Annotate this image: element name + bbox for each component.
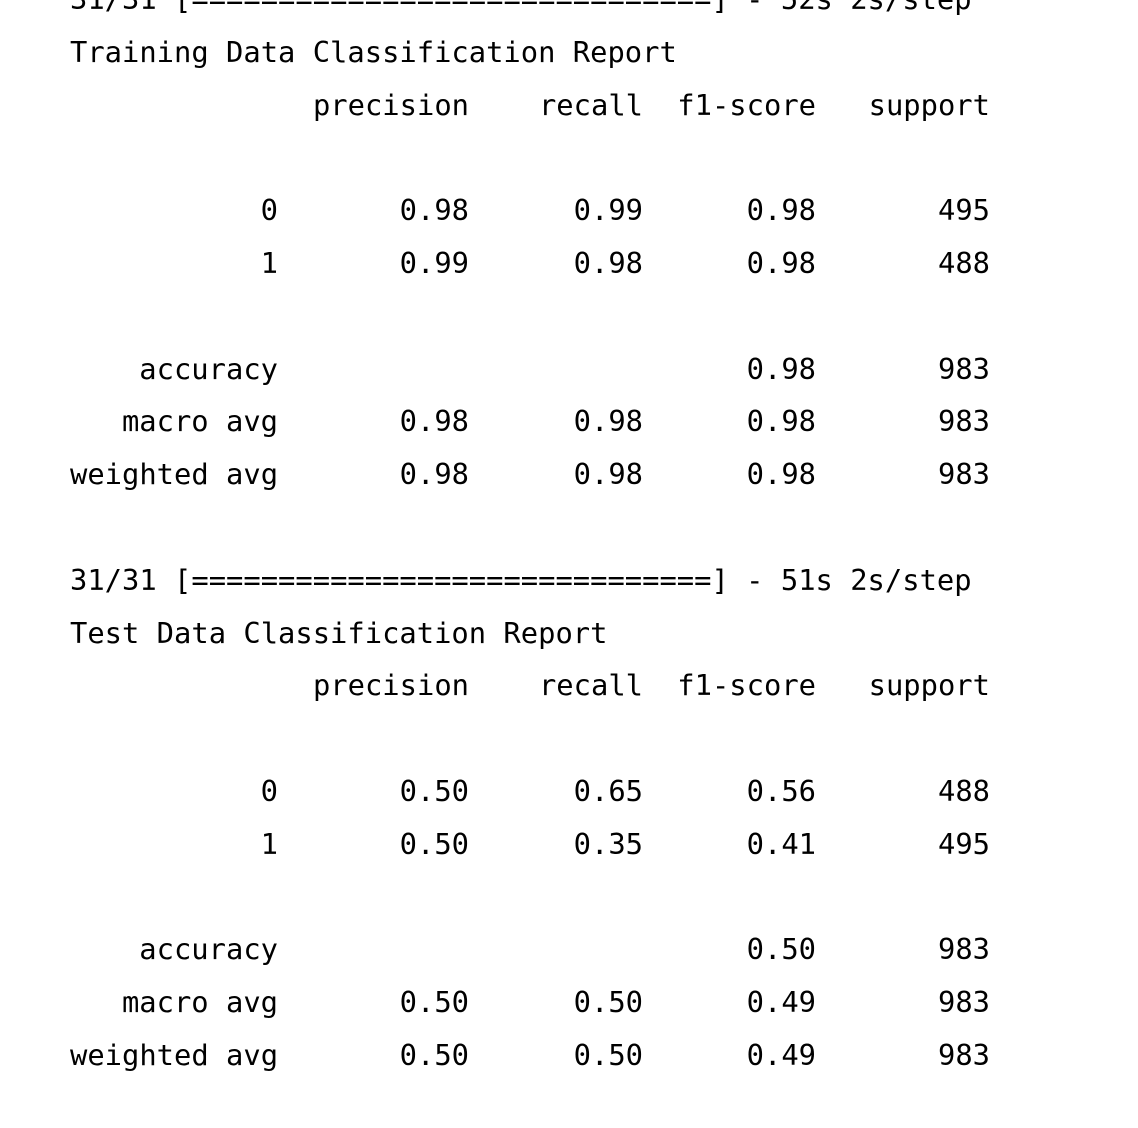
header-recall: recall <box>538 668 643 703</box>
row-recall: 0.65 <box>573 773 643 808</box>
summary-row: accuracy 0.50 983 <box>70 923 1130 976</box>
row-support: 983 <box>937 1037 990 1072</box>
train-report-title: Training Data Classification Report <box>70 34 677 69</box>
row-support: 983 <box>937 404 990 439</box>
row-label: 0 <box>260 193 278 228</box>
test-report-header: precision recall f1-score support <box>70 659 1130 712</box>
table-row: 1 0.99 0.98 0.98 488 <box>70 237 1130 290</box>
table-row: 0 0.98 0.99 0.98 495 <box>70 184 1130 237</box>
row-precision: 0.98 <box>399 193 469 228</box>
row-label: 1 <box>260 826 278 861</box>
row-recall: 0.50 <box>573 1037 643 1072</box>
row-label: macro avg <box>121 985 278 1020</box>
header-f1-score: f1-score <box>677 668 816 703</box>
blank-line <box>70 501 1130 554</box>
row-precision: 0.50 <box>399 1037 469 1072</box>
row-label: accuracy <box>139 351 278 386</box>
progress-separator: - <box>746 562 764 597</box>
progress-time: 52s <box>781 0 833 16</box>
row-label: weighted avg <box>70 1037 279 1072</box>
table-row: 0 0.50 0.65 0.56 488 <box>70 765 1130 818</box>
row-recall: 0.35 <box>573 826 643 861</box>
row-support: 983 <box>937 457 990 492</box>
header-support: support <box>868 87 990 122</box>
row-precision: 0.98 <box>399 457 469 492</box>
header-support: support <box>868 668 990 703</box>
summary-row: accuracy 0.98 983 <box>70 343 1130 396</box>
progress-count: 31/31 <box>70 562 157 597</box>
progress-rate: 2s/step <box>850 0 971 16</box>
progress-bar: [==============================] <box>174 0 729 16</box>
row-label: accuracy <box>139 932 278 967</box>
row-f1-score: 0.98 <box>746 245 816 280</box>
row-f1-score: 0.50 <box>746 932 816 967</box>
header-precision: precision <box>312 87 469 122</box>
row-f1-score: 0.49 <box>746 1037 816 1072</box>
row-support: 495 <box>937 826 990 861</box>
row-label: 1 <box>260 245 278 280</box>
row-support: 983 <box>937 985 990 1020</box>
test-report-title: Test Data Classification Report <box>70 615 608 650</box>
row-precision: 0.50 <box>399 773 469 808</box>
progress-separator: - <box>746 0 763 16</box>
row-support: 488 <box>937 773 990 808</box>
row-f1-score: 0.98 <box>746 193 816 228</box>
table-row: 1 0.50 0.35 0.41 495 <box>70 818 1130 871</box>
row-label: macro avg <box>121 404 278 439</box>
blank-line <box>70 871 1130 924</box>
row-precision: 0.99 <box>399 245 469 280</box>
row-support: 983 <box>937 351 990 386</box>
row-recall: 0.98 <box>573 245 643 280</box>
blank-line <box>70 712 1130 765</box>
blank-line <box>70 290 1130 343</box>
progress-bar: [==============================] <box>174 562 729 597</box>
row-label: weighted avg <box>70 457 279 492</box>
row-recall: 0.98 <box>573 457 643 492</box>
row-f1-score: 0.56 <box>746 773 816 808</box>
progress-rate: 2s/step <box>850 562 972 597</box>
header-precision: precision <box>312 668 469 703</box>
progress-time: 51s <box>780 562 833 597</box>
summary-row: weighted avg 0.50 0.50 0.49 983 <box>70 1029 1130 1082</box>
train-progress-line: 31/31 [==============================] -… <box>70 0 1130 26</box>
console-output: 31/31 [==============================] -… <box>70 0 1130 1082</box>
row-f1-score: 0.98 <box>746 457 816 492</box>
header-f1-score: f1-score <box>677 87 816 122</box>
row-recall: 0.98 <box>573 404 643 439</box>
row-precision: 0.98 <box>399 404 469 439</box>
progress-count: 31/31 <box>70 0 157 16</box>
summary-row: weighted avg 0.98 0.98 0.98 983 <box>70 448 1130 501</box>
blank-line <box>70 131 1130 184</box>
test-progress-line: 31/31 [==============================] -… <box>70 554 1130 607</box>
row-recall: 0.99 <box>573 193 643 228</box>
row-f1-score: 0.98 <box>746 351 816 386</box>
row-f1-score: 0.49 <box>746 985 816 1020</box>
summary-row: macro avg 0.50 0.50 0.49 983 <box>70 976 1130 1029</box>
row-recall: 0.50 <box>573 985 643 1020</box>
row-precision: 0.50 <box>399 985 469 1020</box>
row-support: 495 <box>937 193 990 228</box>
row-support: 488 <box>937 245 990 280</box>
row-f1-score: 0.98 <box>746 404 816 439</box>
summary-row: macro avg 0.98 0.98 0.98 983 <box>70 395 1130 448</box>
row-f1-score: 0.41 <box>746 826 816 861</box>
row-support: 983 <box>937 932 990 967</box>
row-label: 0 <box>260 773 278 808</box>
row-precision: 0.50 <box>399 826 469 861</box>
header-recall: recall <box>538 87 643 122</box>
train-report-header: precision recall f1-score support <box>70 79 1130 132</box>
